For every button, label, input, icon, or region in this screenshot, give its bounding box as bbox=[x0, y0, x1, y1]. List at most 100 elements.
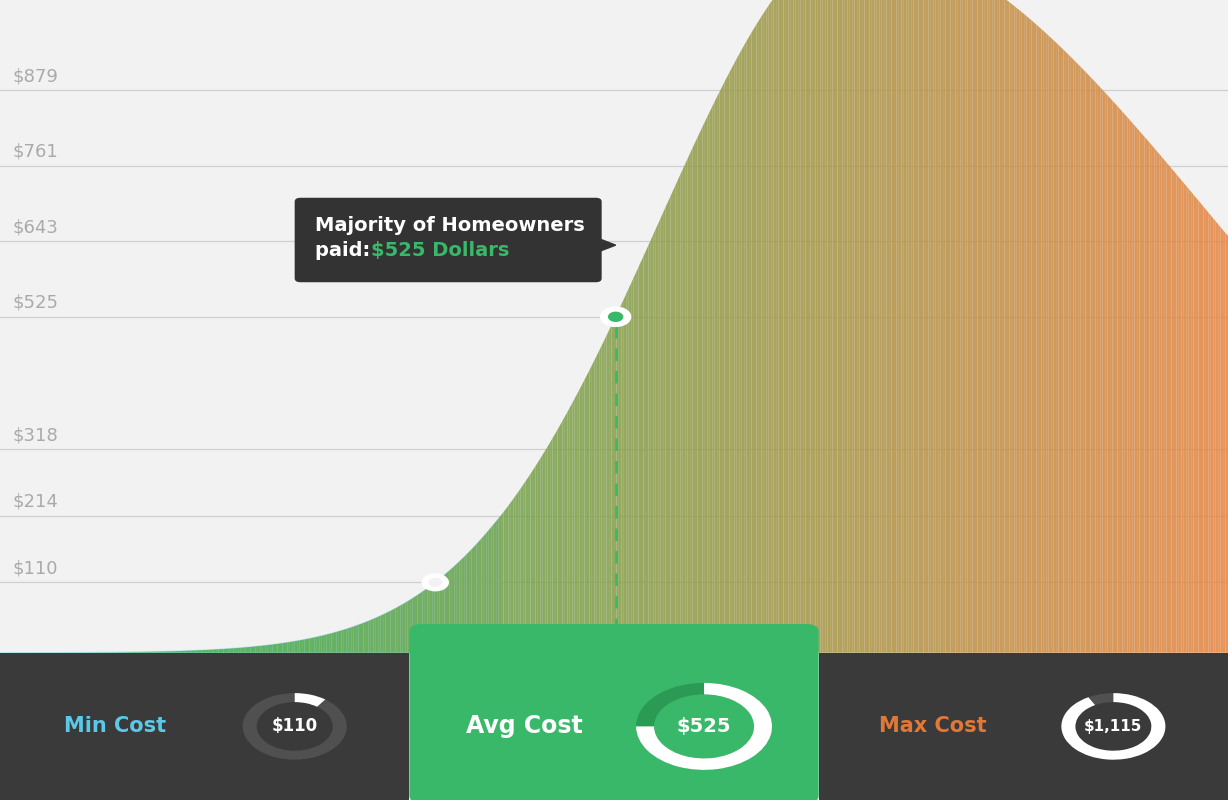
Text: $110: $110 bbox=[12, 559, 58, 578]
Polygon shape bbox=[1125, 114, 1127, 653]
Polygon shape bbox=[447, 570, 449, 653]
Text: $318: $318 bbox=[12, 426, 58, 444]
Polygon shape bbox=[231, 648, 233, 653]
Polygon shape bbox=[319, 636, 322, 653]
Polygon shape bbox=[204, 650, 206, 653]
Polygon shape bbox=[798, 0, 801, 653]
Polygon shape bbox=[1078, 64, 1081, 653]
Text: $525: $525 bbox=[677, 717, 732, 736]
Polygon shape bbox=[1174, 171, 1176, 653]
Polygon shape bbox=[1108, 95, 1110, 653]
Polygon shape bbox=[361, 623, 363, 653]
Polygon shape bbox=[391, 610, 393, 653]
Polygon shape bbox=[833, 0, 835, 653]
Polygon shape bbox=[933, 0, 936, 653]
Polygon shape bbox=[980, 0, 982, 653]
Polygon shape bbox=[639, 262, 641, 653]
Polygon shape bbox=[1184, 183, 1186, 653]
Polygon shape bbox=[946, 0, 948, 653]
Polygon shape bbox=[344, 629, 346, 653]
Circle shape bbox=[430, 578, 441, 586]
Polygon shape bbox=[1068, 54, 1071, 653]
Polygon shape bbox=[420, 592, 422, 653]
Polygon shape bbox=[764, 9, 766, 653]
Polygon shape bbox=[459, 559, 462, 653]
Polygon shape bbox=[467, 552, 469, 653]
Polygon shape bbox=[1176, 174, 1179, 653]
Polygon shape bbox=[1041, 29, 1044, 653]
Polygon shape bbox=[521, 485, 523, 653]
Polygon shape bbox=[523, 482, 526, 653]
Polygon shape bbox=[928, 0, 931, 653]
Polygon shape bbox=[496, 518, 499, 653]
Polygon shape bbox=[400, 604, 403, 653]
Polygon shape bbox=[327, 634, 329, 653]
Polygon shape bbox=[1218, 224, 1221, 653]
Polygon shape bbox=[842, 0, 845, 653]
Polygon shape bbox=[948, 0, 950, 653]
Polygon shape bbox=[1024, 14, 1027, 653]
Polygon shape bbox=[449, 569, 452, 653]
Polygon shape bbox=[658, 218, 661, 653]
Polygon shape bbox=[418, 594, 420, 653]
Polygon shape bbox=[837, 0, 840, 653]
Polygon shape bbox=[850, 0, 852, 653]
Polygon shape bbox=[1044, 31, 1046, 653]
Polygon shape bbox=[265, 645, 268, 653]
Polygon shape bbox=[678, 174, 680, 653]
Polygon shape bbox=[931, 0, 933, 653]
Polygon shape bbox=[882, 0, 884, 653]
Polygon shape bbox=[425, 588, 427, 653]
Polygon shape bbox=[422, 590, 425, 653]
Polygon shape bbox=[1144, 137, 1147, 653]
Polygon shape bbox=[172, 651, 174, 653]
Polygon shape bbox=[889, 0, 892, 653]
Polygon shape bbox=[781, 0, 783, 653]
Polygon shape bbox=[221, 649, 223, 653]
Text: Avg Cost: Avg Cost bbox=[465, 714, 582, 738]
Polygon shape bbox=[359, 624, 361, 653]
Polygon shape bbox=[1167, 162, 1169, 653]
Polygon shape bbox=[847, 0, 850, 653]
Polygon shape bbox=[430, 585, 432, 653]
Polygon shape bbox=[968, 0, 970, 653]
Polygon shape bbox=[189, 650, 192, 653]
Polygon shape bbox=[339, 630, 341, 653]
Polygon shape bbox=[698, 132, 700, 653]
Polygon shape bbox=[685, 158, 688, 653]
Polygon shape bbox=[1039, 26, 1041, 653]
Polygon shape bbox=[1189, 189, 1191, 653]
Polygon shape bbox=[663, 207, 666, 653]
Polygon shape bbox=[727, 72, 729, 653]
Polygon shape bbox=[145, 652, 147, 653]
Polygon shape bbox=[872, 0, 874, 653]
Polygon shape bbox=[1100, 87, 1103, 653]
Polygon shape bbox=[388, 611, 391, 653]
Polygon shape bbox=[683, 164, 685, 653]
Polygon shape bbox=[973, 0, 975, 653]
Polygon shape bbox=[1211, 215, 1213, 653]
Polygon shape bbox=[223, 649, 226, 653]
Polygon shape bbox=[1088, 74, 1090, 653]
Polygon shape bbox=[177, 651, 179, 653]
Circle shape bbox=[422, 574, 448, 590]
Polygon shape bbox=[801, 0, 803, 653]
Text: $643: $643 bbox=[12, 218, 58, 236]
Polygon shape bbox=[275, 644, 278, 653]
Polygon shape bbox=[241, 647, 243, 653]
Polygon shape bbox=[810, 0, 813, 653]
Polygon shape bbox=[572, 398, 575, 653]
Polygon shape bbox=[302, 639, 305, 653]
Polygon shape bbox=[243, 647, 246, 653]
Polygon shape bbox=[943, 0, 946, 653]
Polygon shape bbox=[1122, 112, 1125, 653]
Polygon shape bbox=[796, 0, 798, 653]
Polygon shape bbox=[555, 430, 558, 653]
Polygon shape bbox=[791, 0, 793, 653]
Polygon shape bbox=[958, 0, 960, 653]
Polygon shape bbox=[1093, 79, 1095, 653]
Polygon shape bbox=[607, 330, 609, 653]
Polygon shape bbox=[535, 462, 538, 653]
Polygon shape bbox=[398, 606, 400, 653]
Polygon shape bbox=[312, 638, 314, 653]
